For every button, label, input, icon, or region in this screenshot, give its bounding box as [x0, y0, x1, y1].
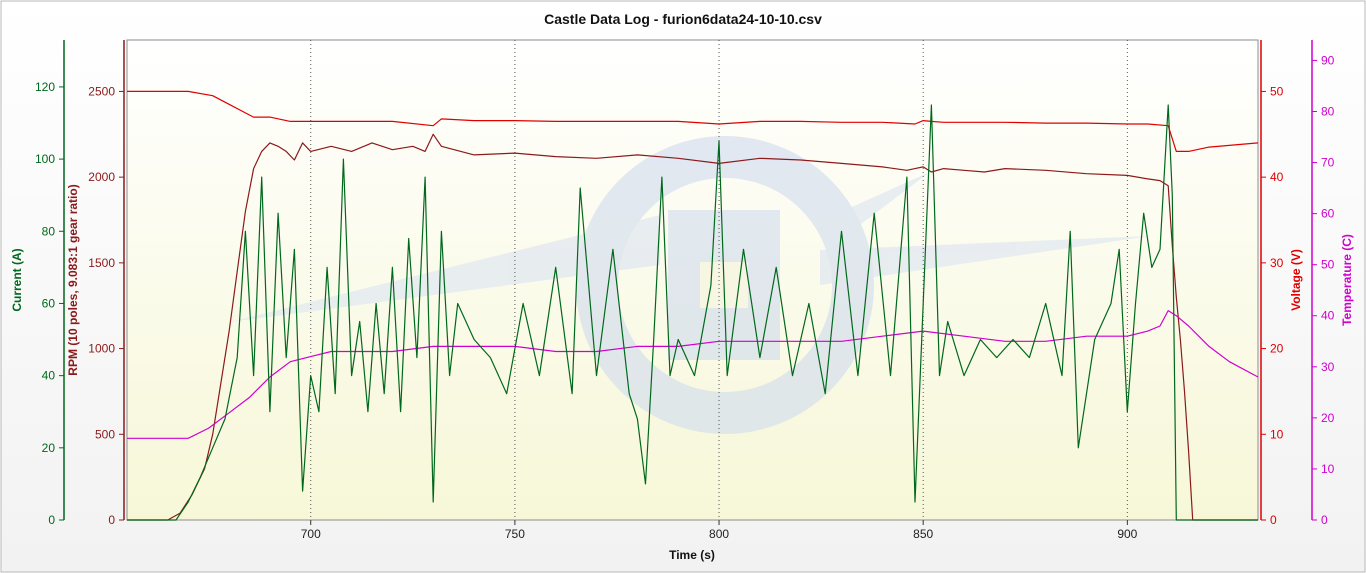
- current-tick-label: 40: [42, 369, 56, 383]
- temperature-tick-label: 50: [1321, 258, 1335, 272]
- chart-title: Castle Data Log - furion6data24-10-10.cs…: [544, 11, 822, 27]
- rpm-series-line: [127, 133, 1258, 521]
- temperature-axis-title: Temperature (C): [1340, 234, 1354, 326]
- temperature-tick-label: 70: [1321, 156, 1335, 170]
- temperature-series-line: [127, 310, 1259, 439]
- voltage-tick-label: 50: [1270, 84, 1284, 98]
- series-layer: [127, 90, 1259, 521]
- voltage-series-line: [127, 90, 1259, 152]
- current-tick-label: 100: [35, 152, 55, 166]
- voltage-tick-label: 30: [1270, 256, 1284, 270]
- rpm-tick-label: 1000: [88, 342, 115, 356]
- rpm-tick-label: 0: [108, 513, 115, 527]
- current-axis-title: Current (A): [10, 248, 24, 311]
- x-tick-label: 900: [1117, 527, 1137, 541]
- rpm-tick-label: 2000: [88, 170, 115, 184]
- x-tick-label: 800: [709, 527, 729, 541]
- temperature-tick-label: 90: [1321, 53, 1335, 67]
- voltage-tick-label: 20: [1270, 342, 1284, 356]
- current-tick-label: 80: [42, 224, 56, 238]
- x-tick-label: 750: [505, 527, 525, 541]
- current-tick-label: 0: [48, 513, 55, 527]
- rpm-tick-label: 500: [95, 427, 115, 441]
- rpm-tick-label: 1500: [88, 256, 115, 270]
- temperature-tick-label: 0: [1321, 513, 1328, 527]
- voltage-tick-label: 40: [1270, 170, 1284, 184]
- rpm-axis-title: RPM (10 poles, 9.083:1 gear ratio): [66, 184, 80, 375]
- current-series-line: [127, 104, 1258, 521]
- temperature-tick-label: 80: [1321, 104, 1335, 118]
- x-tick-label: 850: [913, 527, 933, 541]
- current-tick-label: 120: [35, 80, 55, 94]
- axes-layer: 700 750 800 850 9000204060801001200500100015…: [35, 40, 1335, 541]
- voltage-tick-label: 0: [1270, 513, 1277, 527]
- current-tick-label: 20: [42, 441, 56, 455]
- temperature-tick-label: 40: [1321, 309, 1335, 323]
- voltage-tick-label: 10: [1270, 427, 1284, 441]
- temperature-tick-label: 60: [1321, 207, 1335, 221]
- voltage-axis-title: Voltage (V): [1289, 249, 1303, 311]
- current-tick-label: 60: [42, 296, 56, 310]
- temperature-tick-label: 10: [1321, 462, 1335, 476]
- temperature-tick-label: 20: [1321, 411, 1335, 425]
- rpm-tick-label: 2500: [88, 84, 115, 98]
- temperature-tick-label: 30: [1321, 360, 1335, 374]
- x-axis-title: Time (s): [669, 548, 715, 562]
- watermark-logo: [230, 136, 1150, 434]
- x-tick-label: 700: [301, 527, 321, 541]
